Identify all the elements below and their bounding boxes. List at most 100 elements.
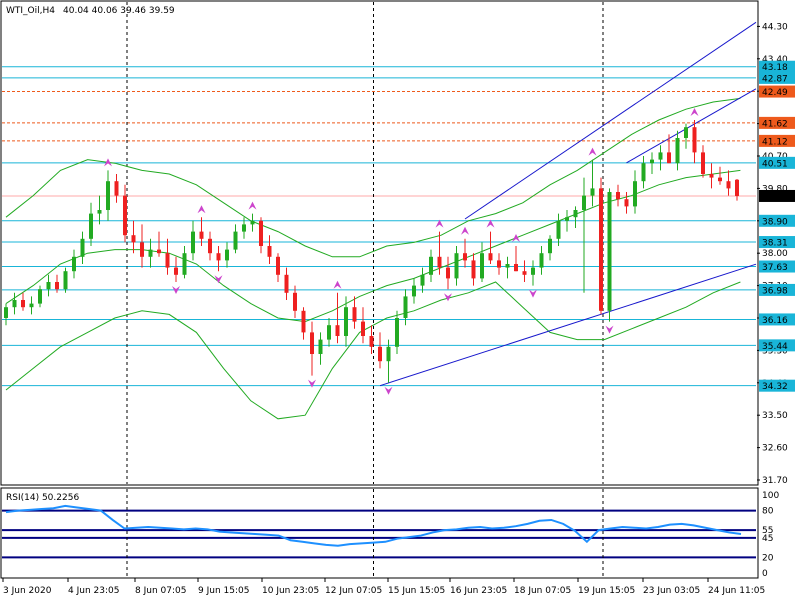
candle-body xyxy=(21,300,25,308)
fractal-up-icon xyxy=(197,205,206,214)
rsi-panel-frame xyxy=(0,487,759,579)
price-tick-label: 44.30 xyxy=(762,22,788,32)
level-label: 42.49 xyxy=(762,88,788,98)
candle-body xyxy=(106,181,110,210)
fractal-down-icon xyxy=(384,386,393,395)
candle-body xyxy=(446,267,450,279)
time-axis: 3 Jun 2020 4 Jun 23:05 8 Jun 07:05 9 Jun 15… xyxy=(2,578,765,596)
candle-body xyxy=(650,159,654,164)
time-tick-label: 24 Jun 11:05 xyxy=(708,586,765,596)
level-label: 41.62 xyxy=(762,119,788,129)
price-tick-label: 35.30 xyxy=(762,346,788,356)
candle-body xyxy=(420,274,425,286)
main-price-panel[interactable]: 44.3043.4042.5041.6040.7039.8038.9038.00… xyxy=(0,0,795,486)
candle-body xyxy=(4,307,8,318)
candle-body xyxy=(63,271,68,290)
level-label: 36.16 xyxy=(762,316,788,326)
candle-body xyxy=(556,220,561,239)
level-tag xyxy=(759,236,795,249)
level-label: 38.90 xyxy=(762,217,788,227)
candle-body xyxy=(412,285,416,297)
candle-body xyxy=(301,310,306,333)
trendlines xyxy=(379,21,757,387)
level-label: 34.32 xyxy=(762,382,788,392)
candle-body xyxy=(131,235,136,243)
level-tag xyxy=(759,379,795,392)
candle-body xyxy=(403,296,408,318)
candle-body xyxy=(148,249,153,257)
candle-body xyxy=(250,220,255,225)
candle-body xyxy=(361,321,365,336)
time-tick-label: 10 Jun 23:05 xyxy=(262,586,319,596)
candle-body xyxy=(667,152,671,164)
level-label: 38.31 xyxy=(762,239,788,249)
candle-body xyxy=(471,260,476,279)
chart-ohlc: 40.04 40.06 39.46 39.59 xyxy=(63,6,175,16)
candle-body xyxy=(573,210,578,218)
candlesticks xyxy=(4,120,739,383)
candle-body xyxy=(174,267,178,275)
level-label: 40.51 xyxy=(762,159,788,169)
candle-body xyxy=(522,271,527,275)
fractal-down-icon xyxy=(605,325,614,334)
rsi-label: RSI(14) 50.2256 xyxy=(6,493,79,503)
candle-body xyxy=(582,195,586,210)
fractal-up-icon xyxy=(486,219,495,228)
candle-body xyxy=(46,282,51,290)
fractal-up-icon xyxy=(512,234,520,242)
current-price-tag xyxy=(759,189,795,202)
candle-body xyxy=(675,138,680,164)
candle-body xyxy=(182,253,187,275)
candle-body xyxy=(38,289,42,304)
candle-body xyxy=(267,246,272,257)
candle-body xyxy=(123,195,127,236)
candle-body xyxy=(55,282,59,290)
level-tag xyxy=(759,71,795,84)
chart-symbol: WTI_Oil,H4 xyxy=(6,6,55,16)
trendline xyxy=(626,88,757,164)
candle-body xyxy=(692,127,697,153)
time-tick-label: 4 Jun 23:05 xyxy=(68,586,119,596)
candle-body xyxy=(216,253,221,261)
candle-body xyxy=(72,256,76,272)
rsi-series-line xyxy=(5,504,742,547)
time-tick-label: 18 Jun 07:05 xyxy=(514,586,571,596)
level-tag xyxy=(759,85,795,98)
bollinger-upper-line xyxy=(5,97,741,258)
candle-body xyxy=(565,217,569,221)
candle-body xyxy=(514,264,518,272)
candle-body xyxy=(684,127,688,138)
candle-body xyxy=(293,292,297,311)
candle-body xyxy=(259,220,263,246)
candle-body xyxy=(89,213,93,239)
candle-body xyxy=(548,238,552,254)
candle-body xyxy=(29,303,34,308)
candle-body xyxy=(616,192,620,200)
level-tag xyxy=(759,116,795,129)
candle-body xyxy=(624,199,629,207)
candle-body xyxy=(352,307,357,322)
level-label: 43.18 xyxy=(762,63,788,73)
fractal-down-icon xyxy=(308,379,316,388)
time-tick-label: 19 Jun 15:05 xyxy=(578,586,635,596)
candle-body xyxy=(718,177,722,182)
level-label: 35.44 xyxy=(762,342,788,352)
candle-body xyxy=(80,238,85,257)
candle-body xyxy=(12,300,17,308)
candle-body xyxy=(463,253,467,261)
fractal-up-icon xyxy=(248,201,257,210)
level-tag xyxy=(759,60,795,73)
candle-body xyxy=(318,339,323,354)
candle-body xyxy=(488,253,493,261)
candle-body xyxy=(208,238,212,254)
candle-body xyxy=(437,256,442,268)
candle-body xyxy=(726,181,731,189)
candle-body xyxy=(191,231,195,254)
candle-body xyxy=(599,188,603,311)
level-tag xyxy=(759,313,795,326)
candle-body xyxy=(276,256,280,275)
candle-body xyxy=(641,163,646,182)
